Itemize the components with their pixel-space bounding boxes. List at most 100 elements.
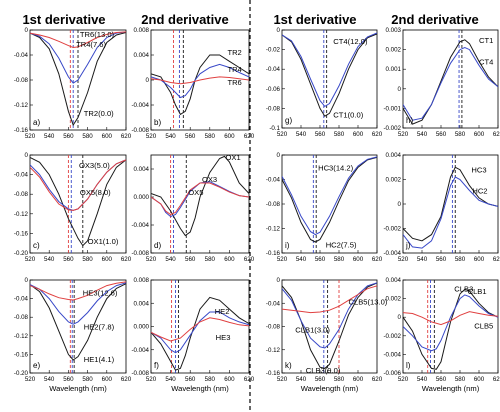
- panel-label: b): [154, 118, 161, 127]
- y-tick-label: -0.16: [14, 230, 29, 237]
- x-tick-label: 560: [63, 133, 74, 140]
- x-tick-label: 560: [63, 256, 74, 263]
- y-tick-label: -0.16: [266, 370, 281, 377]
- y-tick-label: -0.12: [14, 333, 29, 340]
- y-tick-label: 0.000: [134, 194, 150, 201]
- header-left-first: 1st derivative: [22, 12, 105, 27]
- annotation-label: TR4(7.6): [76, 40, 106, 49]
- series-line-black: [403, 166, 498, 242]
- annotation-label: OX5: [188, 188, 203, 197]
- series-line-blue: [403, 47, 498, 121]
- y-tick-label: 0: [25, 277, 29, 284]
- x-tick-label: 600: [353, 376, 364, 383]
- x-tick-label: 560: [315, 256, 326, 263]
- annotation-label: TR4: [227, 65, 241, 74]
- x-tick-label: 580: [82, 256, 93, 263]
- panel-f: 520 540 560 580 600 620 -0.008 -0.004 0.000 0.004…: [131, 277, 254, 393]
- x-axis-label: Wavelength (nm): [301, 384, 359, 393]
- x-tick-label: 560: [63, 376, 74, 383]
- annotation-label: CLB3(9.0): [306, 366, 341, 375]
- x-tick-label: 540: [296, 376, 307, 383]
- x-axis-label: Wavelength (nm): [422, 384, 480, 393]
- series-line-black: [151, 54, 249, 116]
- annotation-label: HC3: [471, 166, 486, 175]
- panel-label: g): [285, 116, 292, 125]
- annotation-label: HE3(12.6): [83, 289, 118, 298]
- y-tick-label: 0.008: [134, 277, 150, 284]
- x-tick-label: 600: [224, 256, 235, 263]
- x-tick-label: 520: [25, 133, 36, 140]
- series-line-black: [403, 288, 498, 370]
- panels: 520 540 560 580 600 620 -0.16 -0.12 -0.08 -0.04 0 T…: [14, 27, 500, 393]
- panel-a: 520 540 560 580 600 620 -0.16 -0.12 -0.08 -0.04 0 T…: [14, 27, 132, 140]
- x-tick-label: 560: [185, 376, 196, 383]
- y-tick-label: -0.08: [266, 105, 281, 112]
- x-tick-label: 620: [372, 131, 383, 138]
- x-tick-label: 520: [398, 131, 409, 138]
- x-tick-label: 620: [244, 256, 255, 263]
- x-tick-label: 520: [277, 256, 288, 263]
- x-tick-label: 580: [82, 133, 93, 140]
- series-line-blue: [151, 311, 249, 354]
- annotation-label: CLB5(13.0): [349, 298, 388, 307]
- annotation-label: CT1: [479, 36, 493, 45]
- x-tick-label: 580: [334, 376, 345, 383]
- panel-label: k): [285, 361, 292, 370]
- y-tick-label: 0.002: [386, 47, 402, 54]
- x-tick-label: 580: [205, 256, 216, 263]
- y-tick-label: -0.008: [131, 250, 149, 257]
- header-right-first: 1st derivative: [273, 12, 356, 27]
- x-tick-label: 520: [398, 376, 409, 383]
- series-line-blue: [30, 31, 126, 84]
- y-tick-label: -0.08: [14, 314, 29, 321]
- x-tick-label: 600: [353, 131, 364, 138]
- x-tick-label: 540: [44, 133, 55, 140]
- x-tick-label: 520: [398, 256, 409, 263]
- y-tick-label: 0.008: [134, 27, 150, 34]
- annotation-label: HC2: [472, 187, 487, 196]
- annotation-label: CLB3: [454, 284, 473, 293]
- x-tick-label: 560: [436, 256, 447, 263]
- y-tick-label: -0.004: [131, 102, 149, 109]
- y-tick-label: -0.004: [383, 250, 401, 257]
- x-tick-label: 520: [25, 376, 36, 383]
- y-tick-label: 0.004: [386, 152, 402, 159]
- panel-label: a): [33, 118, 40, 127]
- y-tick-label: -0.008: [131, 370, 149, 377]
- x-tick-label: 520: [277, 376, 288, 383]
- x-tick-label: 620: [493, 131, 500, 138]
- x-tick-label: 580: [205, 376, 216, 383]
- y-tick-label: -0.08: [266, 324, 281, 331]
- y-tick-label: 0.003: [386, 27, 402, 34]
- x-axis-label: Wavelength (nm): [49, 384, 107, 393]
- annotation-label: CLB1: [468, 287, 487, 296]
- y-tick-label: -0.12: [266, 347, 281, 354]
- x-tick-label: 620: [244, 376, 255, 383]
- x-tick-label: 520: [146, 133, 157, 140]
- y-tick-label: -0.16: [14, 351, 29, 358]
- series-line-blue: [282, 32, 377, 108]
- annotation-label: OX5(8.0): [80, 188, 111, 197]
- x-tick-label: 540: [165, 376, 176, 383]
- x-tick-label: 620: [372, 376, 383, 383]
- y-tick-label: -0.002: [383, 333, 401, 340]
- y-tick-label: -0.006: [383, 370, 401, 377]
- panel-j: 520 540 560 580 600 620 -0.004 -0.002 0 0.002 0.00…: [383, 152, 500, 263]
- y-tick-label: 0.004: [134, 300, 150, 307]
- y-tick-label: 0.000: [134, 324, 150, 331]
- panel-d: 520 540 560 580 600 620 -0.008 -0.004 0.000 0.004…: [131, 153, 254, 263]
- x-tick-label: 540: [165, 256, 176, 263]
- x-tick-label: 580: [334, 131, 345, 138]
- plot-frame: [281, 279, 378, 374]
- annotation-label: OX3: [202, 175, 217, 184]
- x-tick-label: 600: [102, 376, 113, 383]
- series-line-red: [151, 76, 249, 85]
- x-tick-label: 540: [296, 131, 307, 138]
- y-tick-label: -0.002: [383, 226, 401, 233]
- panel-l: 520 540 560 580 600 620 -0.006 -0.004 -0.002 0 0.0…: [383, 277, 500, 393]
- plot-frame: [402, 154, 499, 254]
- y-tick-label: -0.06: [266, 86, 281, 93]
- annotation-label: CT1(0.0): [333, 110, 363, 119]
- plot-frame: [29, 154, 127, 254]
- series-line-black: [151, 296, 249, 371]
